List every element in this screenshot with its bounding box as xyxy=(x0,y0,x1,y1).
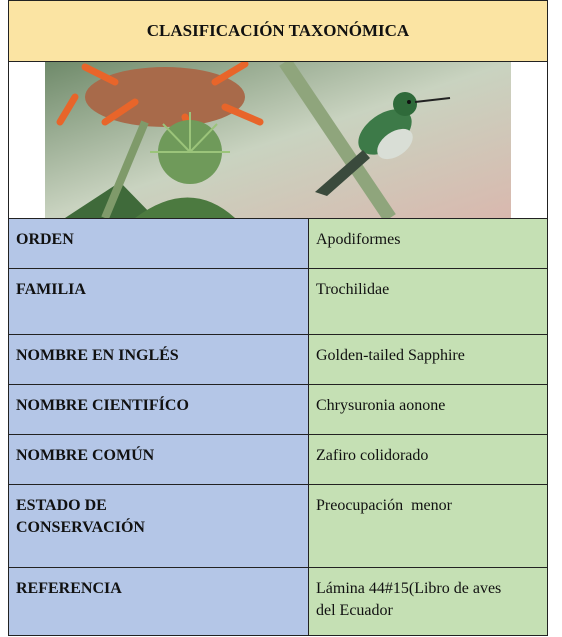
field-value: Lámina 44#15(Libro de aves del Ecuador xyxy=(308,567,548,636)
field-label: ESTADO DE CONSERVACIÓN xyxy=(8,484,309,568)
field-label: FAMILIA xyxy=(8,268,309,335)
table-row: NOMBRE CIENTIFÍCO Chrysuronia aonone xyxy=(8,384,548,435)
field-label: NOMBRE COMÚN xyxy=(8,434,309,485)
value-text: Zafiro colidorado xyxy=(316,447,429,464)
title: CLASIFICACIÓN TAXONÓMICA xyxy=(8,0,548,62)
bird-photo xyxy=(45,62,511,218)
taxonomy-sheet: CLASIFICACIÓN TAXONÓMICA xyxy=(8,0,548,636)
photo-cell xyxy=(8,62,548,218)
value-text: Preocupación menor xyxy=(316,497,452,514)
value-text: Golden-tailed Sapphire xyxy=(316,347,465,364)
field-value: Golden-tailed Sapphire xyxy=(308,334,548,385)
value-text: Trochilidae xyxy=(316,281,390,298)
label-text: ESTADO DE CONSERVACIÓN xyxy=(16,497,145,536)
field-label: REFERENCIA xyxy=(8,567,309,636)
table-row: REFERENCIA Lámina 44#15(Libro de aves del… xyxy=(8,567,548,636)
label-text: NOMBRE EN INGLÉS xyxy=(16,347,179,364)
field-value: Zafiro colidorado xyxy=(308,434,548,485)
field-value: Apodiformes xyxy=(308,218,548,269)
label-text: ORDEN xyxy=(16,231,74,248)
field-label: ORDEN xyxy=(8,218,309,269)
label-text: FAMILIA xyxy=(16,281,86,298)
field-label: NOMBRE EN INGLÉS xyxy=(8,334,309,385)
value-text: Lámina 44#15(Libro de aves del Ecuador xyxy=(316,580,506,619)
table-row: FAMILIA Trochilidae xyxy=(8,268,548,335)
table-row: NOMBRE EN INGLÉS Golden-tailed Sapphire xyxy=(8,334,548,385)
label-text: NOMBRE CIENTIFÍCO xyxy=(16,397,189,414)
field-value: Preocupación menor xyxy=(308,484,548,568)
value-text: Apodiformes xyxy=(316,231,401,248)
label-text: REFERENCIA xyxy=(16,580,122,597)
table-row: ORDEN Apodiformes xyxy=(8,218,548,269)
field-label: NOMBRE CIENTIFÍCO xyxy=(8,384,309,435)
label-text: NOMBRE COMÚN xyxy=(16,447,155,464)
taxonomy-table: ORDEN Apodiformes FAMILIA Trochilidae NOMBRE… xyxy=(8,218,548,636)
table-row: ESTADO DE CONSERVACIÓN Preocupación menor xyxy=(8,484,548,568)
table-row: NOMBRE COMÚN Zafiro colidorado xyxy=(8,434,548,485)
field-value: Trochilidae xyxy=(308,268,548,335)
value-text: Chrysuronia aonone xyxy=(316,397,446,414)
field-value: Chrysuronia aonone xyxy=(308,384,548,435)
